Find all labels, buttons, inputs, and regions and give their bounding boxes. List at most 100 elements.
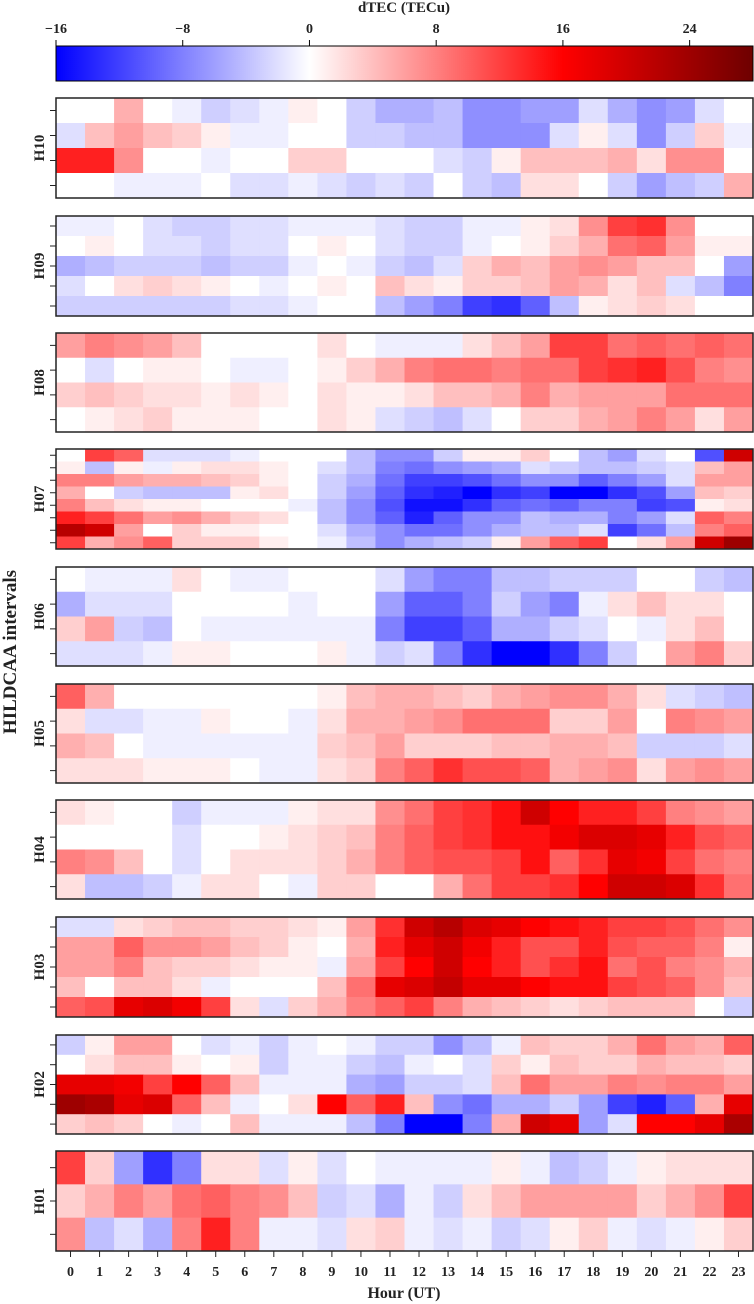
heatmap-cell bbox=[636, 641, 667, 667]
heatmap-cell bbox=[404, 1054, 435, 1076]
heatmap-cell bbox=[317, 449, 347, 462]
heatmap-cell bbox=[172, 536, 202, 550]
heatmap-cell bbox=[317, 824, 347, 850]
panel-label: H05 bbox=[32, 720, 48, 747]
heatmap-cell bbox=[578, 1054, 609, 1076]
heatmap-cell bbox=[665, 173, 696, 199]
heatmap-cell bbox=[520, 216, 551, 237]
heatmap-cell bbox=[636, 296, 667, 317]
heatmap-cell bbox=[491, 357, 522, 383]
heatmap-cell bbox=[201, 1054, 231, 1076]
heatmap-cell bbox=[230, 216, 260, 237]
heatmap-cell bbox=[143, 874, 173, 900]
heatmap-cell bbox=[288, 758, 318, 784]
panel-h06: H06 bbox=[32, 566, 754, 667]
heatmap-cell bbox=[520, 256, 551, 277]
heatmap-cell bbox=[636, 216, 667, 237]
heatmap-cell bbox=[433, 256, 464, 277]
panel-label: H04 bbox=[32, 836, 48, 863]
heatmap-cell bbox=[491, 684, 522, 710]
heatmap-cell bbox=[346, 333, 376, 359]
heatmap-cell bbox=[259, 1217, 289, 1252]
heatmap-cell bbox=[578, 536, 609, 550]
heatmap-cell bbox=[317, 758, 347, 784]
heatmap-cell bbox=[143, 511, 173, 525]
heatmap-cell bbox=[230, 1217, 260, 1252]
heatmap-cell bbox=[259, 407, 289, 433]
heatmap-cell bbox=[433, 917, 464, 938]
heatmap-cell bbox=[549, 708, 580, 734]
heatmap-cell bbox=[520, 849, 551, 875]
heatmap-cell bbox=[636, 800, 667, 826]
heatmap-cell bbox=[665, 486, 696, 500]
heatmap-cell bbox=[259, 236, 289, 257]
heatmap-cell bbox=[230, 616, 260, 642]
heatmap-cell bbox=[143, 449, 173, 462]
heatmap-cell bbox=[578, 1035, 609, 1056]
heatmap-cell bbox=[288, 173, 318, 199]
heatmap-cell bbox=[433, 616, 464, 642]
heatmap-cell bbox=[665, 977, 696, 998]
panel-label: H06 bbox=[32, 603, 48, 630]
heatmap-cell bbox=[549, 123, 580, 149]
heatmap-cell bbox=[317, 296, 347, 317]
heatmap-cell bbox=[201, 486, 231, 500]
panel-frame bbox=[55, 683, 754, 784]
heatmap-cell bbox=[404, 511, 435, 525]
heatmap-cell bbox=[549, 997, 580, 1018]
heatmap-cell bbox=[201, 276, 231, 297]
heatmap-cell bbox=[520, 684, 551, 710]
heatmap-cell bbox=[201, 957, 231, 978]
heatmap-cell bbox=[56, 256, 86, 277]
heatmap-cell bbox=[578, 708, 609, 734]
heatmap-cell bbox=[346, 173, 376, 199]
heatmap-cell bbox=[665, 499, 696, 512]
heatmap-cell bbox=[578, 486, 609, 500]
heatmap-cell bbox=[549, 382, 580, 408]
heatmap-cell bbox=[665, 641, 696, 667]
heatmap-cell bbox=[172, 684, 202, 710]
heatmap-cell bbox=[462, 1054, 493, 1076]
heatmap-cell bbox=[607, 849, 638, 875]
heatmap-cell bbox=[114, 874, 144, 900]
heatmap-cell bbox=[85, 937, 115, 958]
heatmap-cell bbox=[433, 123, 464, 149]
heatmap-cell bbox=[346, 296, 376, 317]
heatmap-cell bbox=[665, 997, 696, 1018]
heatmap-cell bbox=[404, 382, 435, 408]
heatmap-cell bbox=[259, 98, 289, 124]
heatmap-cell bbox=[201, 98, 231, 124]
heatmap-cell bbox=[462, 276, 493, 297]
heatmap-cell bbox=[578, 1094, 609, 1115]
heatmap-cell bbox=[85, 148, 115, 174]
heatmap-cell bbox=[56, 333, 86, 359]
heatmap-cell bbox=[375, 333, 405, 359]
heatmap-cell bbox=[114, 511, 144, 525]
x-tick-label: 11 bbox=[383, 1265, 396, 1280]
heatmap-cell bbox=[520, 1074, 551, 1095]
heatmap-cell bbox=[433, 296, 464, 317]
heatmap-cell bbox=[549, 1151, 580, 1185]
heatmap-cell bbox=[723, 333, 754, 359]
heatmap-cell bbox=[607, 1151, 638, 1185]
heatmap-cell bbox=[288, 1184, 318, 1219]
heatmap-cell bbox=[694, 148, 725, 174]
heatmap-cell bbox=[172, 276, 202, 297]
heatmap-cell bbox=[317, 276, 347, 297]
heatmap-cell bbox=[288, 486, 318, 500]
heatmap-cell bbox=[346, 382, 376, 408]
heatmap-cell bbox=[56, 216, 86, 237]
x-tick-label: 5 bbox=[212, 1265, 219, 1280]
heatmap-cell bbox=[201, 499, 231, 512]
heatmap-cell bbox=[259, 917, 289, 938]
heatmap-cell bbox=[578, 123, 609, 149]
heatmap-cell bbox=[230, 824, 260, 850]
heatmap-cell bbox=[607, 524, 638, 537]
heatmap-cell bbox=[346, 148, 376, 174]
heatmap-cell bbox=[317, 1217, 347, 1252]
heatmap-cell bbox=[462, 123, 493, 149]
heatmap-cell bbox=[375, 591, 405, 617]
heatmap-cell bbox=[694, 486, 725, 500]
heatmap-cell bbox=[665, 567, 696, 593]
heatmap-cell bbox=[636, 357, 667, 383]
